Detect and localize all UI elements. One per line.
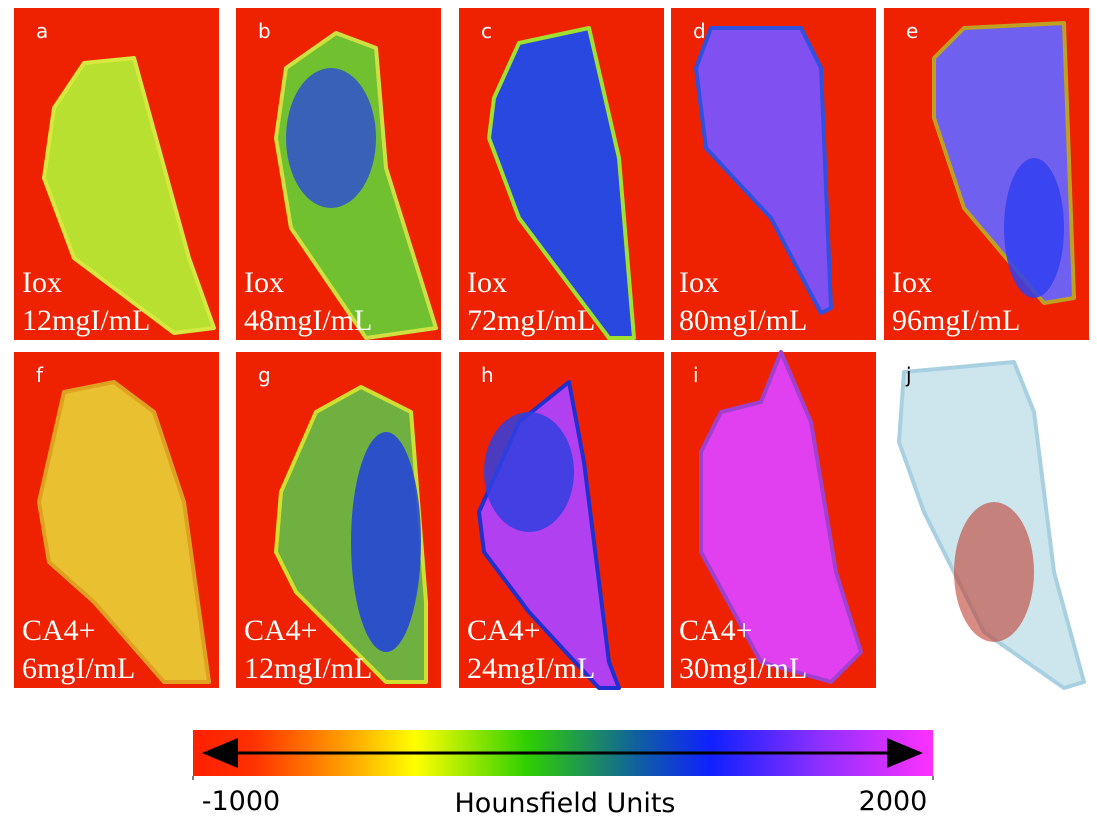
panel-concentration: 30mgI/mL — [679, 652, 807, 685]
panel-concentration: 48mgI/mL — [244, 304, 372, 337]
tissue-region — [484, 412, 574, 532]
panel-agent: Iox — [22, 266, 62, 299]
panel-agent: CA4+ — [679, 614, 753, 647]
panel: a Iox 12mgI/mL — [14, 8, 219, 340]
tissue-region — [1004, 158, 1064, 298]
panel-letter: a — [36, 19, 48, 43]
panel-letter: h — [481, 363, 494, 387]
colorbar-tick-label: 2000 — [859, 786, 928, 817]
colorbar-label: Hounsfield Units — [455, 788, 676, 819]
panel-agent: Iox — [467, 266, 507, 299]
panel: f CA4+ 6mgI/mL — [14, 352, 219, 688]
tissue-region — [351, 432, 421, 652]
panel-agent: Iox — [244, 266, 284, 299]
panel-agent: CA4+ — [22, 614, 96, 647]
panel-letter: g — [258, 363, 271, 387]
panel-concentration: 12mgI/mL — [244, 652, 372, 685]
panel: g CA4+ 12mgI/mL — [236, 352, 441, 688]
panel: j — [884, 352, 1089, 688]
panel-letter: d — [693, 19, 706, 43]
panel-letter: e — [906, 19, 918, 43]
panel-letter: c — [481, 19, 492, 43]
panel-agent: CA4+ — [244, 614, 318, 647]
panel: d Iox 80mgI/mL — [671, 8, 876, 340]
panel-concentration: 24mgI/mL — [467, 652, 595, 685]
panel-concentration: 96mgI/mL — [892, 304, 1020, 337]
panel-letter: f — [36, 363, 44, 387]
panel-letter: b — [258, 19, 271, 43]
colorbar-tick-label: -1000 — [202, 786, 280, 817]
panel-concentration: 80mgI/mL — [679, 304, 807, 337]
panel-concentration: 72mgI/mL — [467, 304, 595, 337]
panel-agent: Iox — [892, 266, 932, 299]
panel-letter: j — [905, 363, 912, 387]
panel: i CA4+ 30mgI/mL — [671, 352, 876, 688]
figure: Hounsfield Units a Iox 12mgI/mL b Iox 48mgI/m… — [0, 0, 1097, 822]
panel: h CA4+ 24mgI/mL — [459, 352, 664, 688]
panel-agent: CA4+ — [467, 614, 541, 647]
tissue-region — [286, 68, 376, 208]
panel: c Iox 72mgI/mL — [459, 8, 664, 340]
panel-concentration: 6mgI/mL — [22, 652, 135, 685]
panel-concentration: 12mgI/mL — [22, 304, 150, 337]
panel-letter: i — [693, 363, 699, 387]
panel: e Iox 96mgI/mL — [884, 8, 1089, 340]
panel: b Iox 48mgI/mL — [236, 8, 441, 340]
panel-agent: Iox — [679, 266, 719, 299]
tissue-region — [954, 502, 1034, 642]
